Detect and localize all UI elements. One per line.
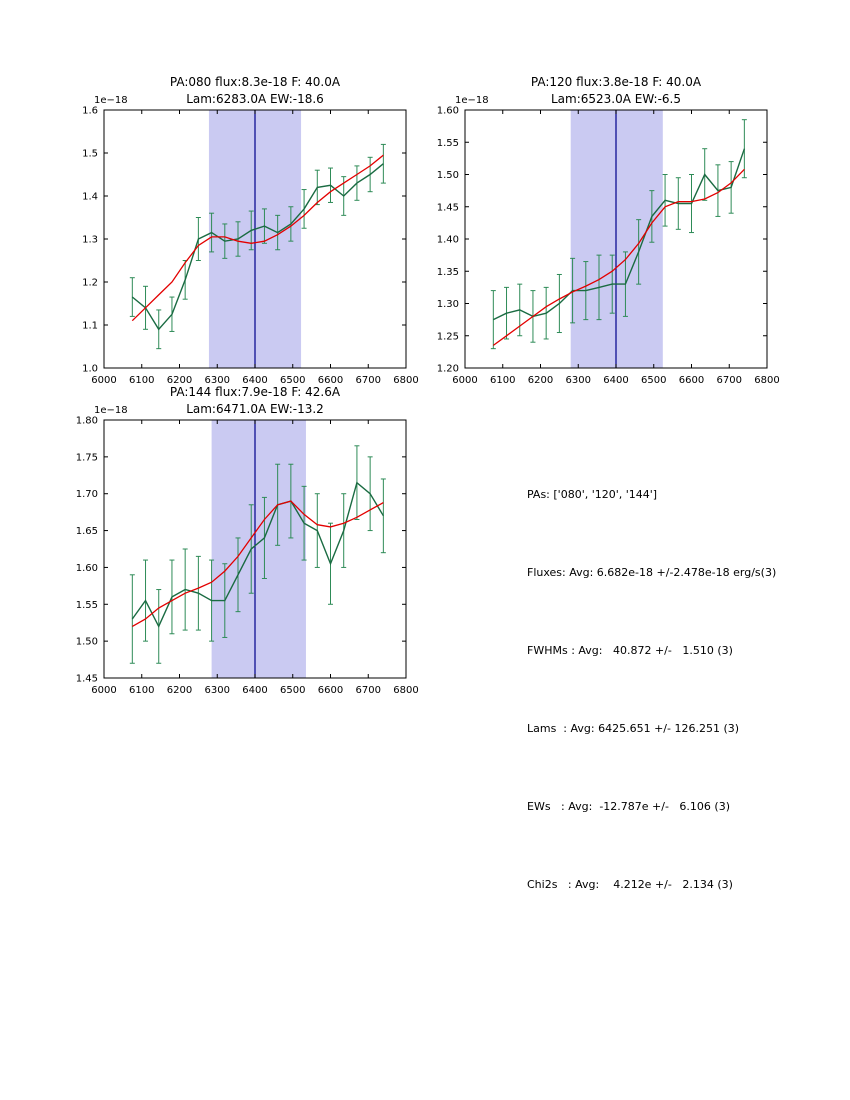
chart-svg: 6000 6100 6200 6300 6400 6500 6600 6700 6800 1.0 1…: [82, 75, 419, 386]
chart-svg: 6000 6100 6200 6300 6400 6500 6600 6700 6800 1.20…: [437, 75, 780, 386]
fit-line: [131, 500, 384, 627]
y-tick-label: 1.55: [76, 600, 98, 611]
y-tick-label: 1.2: [82, 278, 98, 289]
x-tick-label: 6000: [91, 685, 116, 696]
x-tick-label: 6200: [528, 375, 553, 386]
y-tick-label: 1.65: [76, 526, 98, 537]
y-axis-offset-label: 1e−18: [455, 95, 489, 106]
y-tick-label: 1.55: [437, 138, 459, 149]
y-tick-label: 1.5: [82, 149, 98, 160]
chart-title-line1: PA:120 flux:3.8e-18 F: 40.0A: [531, 75, 702, 89]
y-tick-label: 1.0: [82, 364, 98, 375]
stats-line-fluxes: Fluxes: Avg: 6.682e-18 +/-2.478e-18 erg/…: [527, 566, 777, 579]
x-tick-label: 6100: [129, 685, 154, 696]
y-tick-label: 1.45: [437, 202, 459, 213]
y-tick-label: 1.20: [437, 364, 459, 375]
x-tick-label: 6500: [641, 375, 666, 386]
y-tick-label: 1.25: [437, 331, 459, 342]
x-tick-label: 6300: [566, 375, 591, 386]
highlight-band: [570, 110, 663, 368]
x-tick-label: 6300: [205, 685, 230, 696]
x-tick-label: 6600: [318, 375, 343, 386]
x-tick-label: 6400: [603, 375, 628, 386]
y-tick-label: 1.45: [76, 674, 98, 685]
y-tick-label: 1.6: [82, 106, 98, 117]
x-tick-label: 6400: [242, 375, 267, 386]
x-tick-label: 6200: [167, 685, 192, 696]
x-tick-label: 6400: [242, 685, 267, 696]
y-tick-label: 1.60: [437, 106, 459, 117]
data-line: [492, 148, 746, 321]
stats-block: PAs: ['080', '120', '144'] Fluxes: Avg: …: [527, 430, 776, 950]
y-tick-label: 1.50: [76, 637, 98, 648]
chart-title-line2: Lam:6523.0A EW:-6.5: [551, 92, 681, 106]
stats-line-pas: PAs: ['080', '120', '144']: [527, 488, 658, 501]
spectrum-plot-pa144: 6000 6100 6200 6300 6400 6500 6600 6700 6800 1.45…: [58, 370, 422, 706]
error-bar: [129, 574, 135, 664]
x-tick-label: 6200: [167, 375, 192, 386]
chart-title-line2: Lam:6471.0A EW:-13.2: [186, 402, 324, 416]
x-tick-label: 6700: [356, 685, 381, 696]
chart-title-line1: PA:080 flux:8.3e-18 F: 40.0A: [170, 75, 341, 89]
chart-title-line1: PA:144 flux:7.9e-18 F: 42.6A: [170, 385, 341, 399]
highlight-band: [211, 420, 306, 678]
y-tick-label: 1.70: [76, 489, 98, 500]
chart-title-line2: Lam:6283.0A EW:-18.6: [186, 92, 324, 106]
y-tick-label: 1.80: [76, 416, 98, 427]
x-tick-label: 6700: [717, 375, 742, 386]
stats-line-fwhms: FWHMs : Avg: 40.872 +/- 1.510 (3): [527, 644, 733, 657]
y-tick-label: 1.75: [76, 452, 98, 463]
spectrum-plot-pa120: 6000 6100 6200 6300 6400 6500 6600 6700 6800 1.20…: [419, 60, 783, 396]
x-tick-label: 6600: [318, 685, 343, 696]
y-tick-label: 1.60: [76, 563, 98, 574]
y-tick-label: 1.3: [82, 235, 98, 246]
y-tick-label: 1.40: [437, 235, 459, 246]
x-tick-label: 6700: [356, 375, 381, 386]
x-tick-label: 6300: [205, 375, 230, 386]
stats-line-ews: EWs : Avg: -12.787e +/- 6.106 (3): [527, 800, 730, 813]
y-tick-label: 1.1: [82, 321, 98, 332]
y-tick-label: 1.30: [437, 299, 459, 310]
x-tick-label: 6800: [393, 685, 418, 696]
data-line: [131, 163, 384, 331]
y-tick-label: 1.35: [437, 267, 459, 278]
x-tick-label: 6800: [754, 375, 779, 386]
x-tick-label: 6000: [452, 375, 477, 386]
y-tick-label: 1.4: [82, 192, 98, 203]
x-tick-label: 6000: [91, 375, 116, 386]
stats-line-lams: Lams : Avg: 6425.651 +/- 126.251 (3): [527, 722, 740, 735]
stats-line-chi2s: Chi2s : Avg: 4.212e +/- 2.134 (3): [527, 878, 733, 891]
data-line: [131, 481, 384, 629]
spectrum-plot-pa080: 6000 6100 6200 6300 6400 6500 6600 6700 6800 1.0 1…: [58, 60, 422, 396]
x-tick-label: 6600: [679, 375, 704, 386]
x-tick-label: 6500: [280, 685, 305, 696]
x-tick-label: 6500: [280, 375, 305, 386]
x-tick-label: 6100: [490, 375, 515, 386]
x-tick-label: 6100: [129, 375, 154, 386]
y-axis-offset-label: 1e−18: [94, 95, 128, 106]
fit-line: [492, 168, 745, 346]
chart-svg: 6000 6100 6200 6300 6400 6500 6600 6700 6800 1.45…: [76, 385, 419, 696]
x-tick-label: 6800: [393, 375, 418, 386]
y-tick-label: 1.50: [437, 170, 459, 181]
fit-line: [131, 154, 384, 322]
y-axis-offset-label: 1e−18: [94, 405, 128, 416]
